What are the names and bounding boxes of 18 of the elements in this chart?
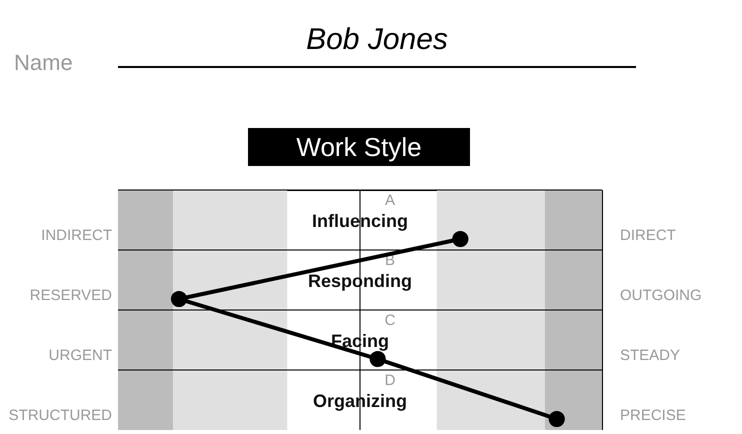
annotation: A	[384, 192, 396, 209]
text: RESERVED	[30, 287, 112, 304]
text: URGENT	[48, 347, 112, 364]
text: STEADY	[620, 347, 680, 364]
text: Bob Jones	[118, 18, 636, 68]
annotation: C	[384, 312, 396, 329]
point	[548, 410, 565, 428]
annotation: D	[384, 372, 396, 389]
text: STRUCTURED	[8, 407, 112, 424]
point	[170, 290, 188, 308]
point	[370, 350, 386, 368]
point	[452, 230, 468, 248]
text: OUTGOING	[620, 287, 702, 304]
chart-title: Work Style	[248, 128, 470, 166]
text: PRECISE	[620, 407, 686, 424]
text: INDIRECT	[41, 227, 112, 244]
text: DIRECT	[620, 227, 676, 244]
text: Name	[14, 50, 73, 76]
